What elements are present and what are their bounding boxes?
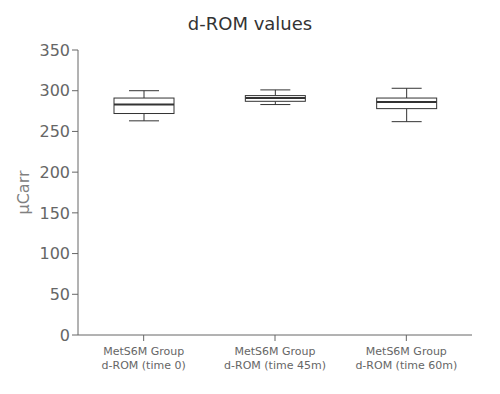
svg-text:200: 200 [39,163,70,182]
svg-text:300: 300 [39,81,70,100]
svg-text:MetS6M Groupd-ROM (time 0): MetS6M Groupd-ROM (time 0) [102,345,186,372]
svg-text:150: 150 [39,204,70,223]
svg-text:MetS6M Groupd-ROM (time 60m): MetS6M Groupd-ROM (time 60m) [355,345,457,372]
svg-text:μCarr: μCarr [14,170,33,214]
svg-text:50: 50 [50,285,70,304]
svg-text:250: 250 [39,122,70,141]
html-text:d-ROM values: d-ROM values [187,13,313,34]
svg-text:100: 100 [39,244,70,263]
svg-text:MetS6M Groupd-ROM (time 45m): MetS6M Groupd-ROM (time 45m) [224,345,326,372]
svg-text:0: 0 [60,326,70,345]
svg-text:350: 350 [39,41,70,60]
